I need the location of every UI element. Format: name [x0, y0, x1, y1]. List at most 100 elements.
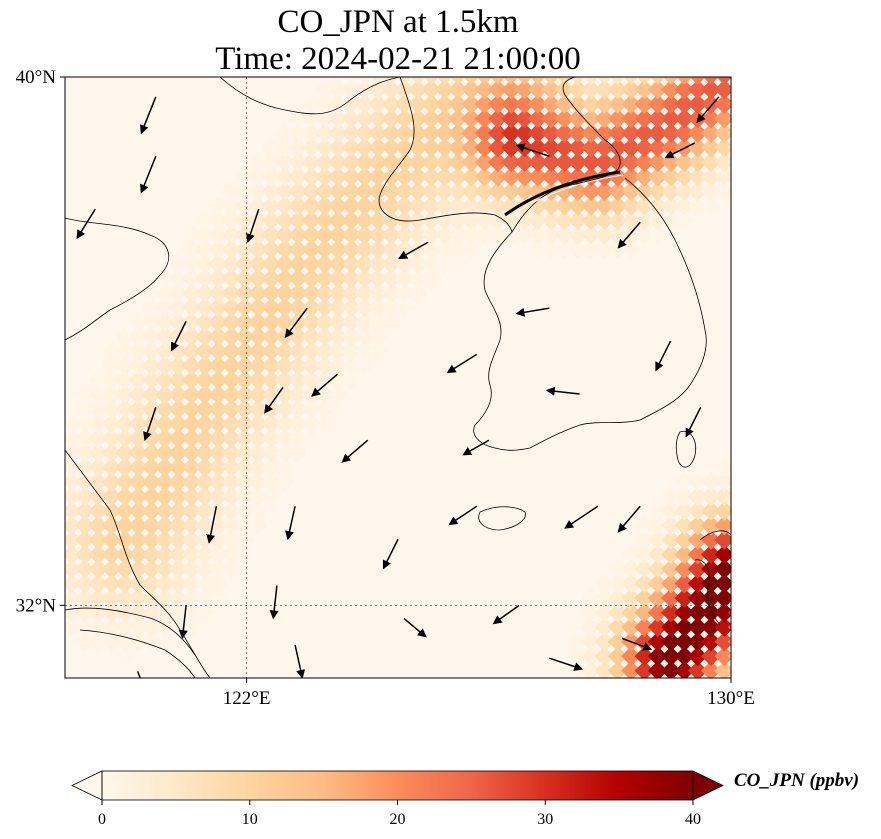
- field-cell: [221, 341, 242, 361]
- field-cell: [687, 77, 708, 85]
- field-cell: [155, 631, 175, 652]
- field-cell: [514, 77, 535, 85]
- field-cell: [208, 573, 229, 594]
- field-cell: [288, 428, 308, 449]
- field-cell: [581, 210, 602, 231]
- field-cell: [434, 254, 455, 274]
- field-cell: [314, 137, 335, 158]
- field-cell: [328, 254, 348, 274]
- field-cell: [607, 152, 628, 173]
- field-cell: [301, 254, 322, 274]
- field-cell: [687, 588, 708, 608]
- field-cell: [647, 559, 668, 579]
- field-cell: [141, 559, 162, 579]
- wind-arrow: [515, 307, 550, 317]
- field-cell: [647, 588, 668, 608]
- wind-arrow: [284, 307, 308, 339]
- field-cell: [301, 399, 322, 420]
- field-cell: [155, 486, 175, 507]
- field-cell: [674, 195, 695, 216]
- field-cell: [208, 588, 229, 608]
- field-cell: [527, 137, 548, 158]
- field-cell: [234, 457, 255, 478]
- field-cell: [661, 660, 681, 678]
- wind-arrow: [545, 386, 580, 396]
- field-cell: [434, 195, 455, 216]
- field-cell: [208, 239, 229, 260]
- field-cell: [341, 94, 362, 114]
- field-cell: [341, 370, 362, 391]
- field-cell: [168, 515, 189, 536]
- field-cell: [501, 94, 522, 114]
- field-cell: [221, 544, 242, 565]
- field-cell: [194, 399, 215, 420]
- field-cell: [261, 428, 282, 449]
- field-cell: [701, 77, 721, 85]
- field-cell: [381, 268, 402, 289]
- field-cell: [448, 195, 468, 216]
- field-cell: [234, 370, 255, 391]
- field-cell: [341, 79, 362, 100]
- field-cell: [661, 77, 681, 85]
- field-cell: [421, 268, 442, 289]
- field-cell: [328, 297, 348, 318]
- field-cell: [248, 283, 269, 303]
- field-cell: [474, 224, 495, 245]
- field-cell: [155, 544, 175, 565]
- field-cell: [581, 588, 602, 608]
- field-cell: [594, 646, 615, 667]
- field-cell: [567, 195, 588, 216]
- field-cell: [661, 195, 681, 216]
- field-cell: [714, 108, 731, 129]
- field-cell: [634, 224, 655, 245]
- field-cell: [261, 486, 282, 507]
- field-cell: [314, 239, 335, 260]
- field-cell: [328, 326, 348, 347]
- field-cell: [581, 123, 602, 144]
- y-tick-label: 32°N: [16, 595, 57, 616]
- field-cell: [75, 399, 95, 420]
- field-cell: [181, 297, 202, 318]
- field-cell: [288, 268, 308, 289]
- field-cell: [155, 515, 175, 536]
- field-cell: [65, 457, 82, 478]
- field-cell: [301, 94, 322, 114]
- field-cell: [621, 559, 641, 579]
- field-cell: [488, 195, 508, 216]
- field-cell: [394, 283, 415, 303]
- field-cell: [647, 631, 668, 652]
- field-cell: [341, 341, 362, 361]
- field-cell: [607, 195, 628, 216]
- field-cell: [634, 559, 655, 579]
- field-cell: [221, 559, 242, 579]
- field-cell: [674, 617, 695, 638]
- field-cell: [501, 224, 522, 245]
- field-cell: [368, 312, 388, 332]
- wind-arrow: [515, 143, 550, 157]
- colorbar-tick-label: 40: [685, 811, 701, 828]
- field-cell: [594, 152, 615, 173]
- field-cell: [314, 370, 335, 391]
- field-cell: [248, 326, 269, 347]
- field-cell: [701, 486, 721, 507]
- field-cell: [607, 79, 628, 100]
- field-cell: [248, 384, 269, 405]
- field-cell: [408, 77, 428, 85]
- field-cell: [474, 195, 495, 216]
- field-cell: [621, 660, 641, 678]
- field-cell: [408, 79, 428, 100]
- field-cell: [368, 123, 388, 144]
- field-cell: [394, 166, 415, 187]
- field-cell: [461, 224, 482, 245]
- field-cell: [234, 355, 255, 376]
- field-cell: [701, 544, 721, 565]
- field-cell: [354, 77, 375, 85]
- field-cell: [274, 355, 295, 376]
- field-cell: [647, 530, 668, 550]
- field-cell: [194, 544, 215, 565]
- field-cell: [248, 457, 269, 478]
- field-cell: [368, 166, 388, 187]
- field-cell: [354, 108, 375, 129]
- field-cell: [434, 181, 455, 202]
- field-cell: [221, 355, 242, 376]
